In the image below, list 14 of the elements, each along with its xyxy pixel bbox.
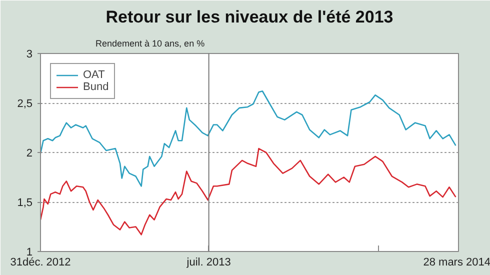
line-series — [40, 90, 456, 187]
x-tick-label: 31déc. 2012 — [10, 256, 71, 268]
y-tick-label: 1,5 — [17, 197, 33, 209]
y-tick-label: 1 — [26, 246, 33, 258]
y-tick-label: 2,5 — [17, 98, 33, 110]
line-series — [40, 148, 456, 236]
legend-label: OAT — [83, 69, 105, 81]
y-tick-label: 2 — [26, 148, 33, 160]
x-tick-label: 28 mars 2014 — [423, 256, 490, 268]
y-axis-title: Rendement à 10 ans, en % — [96, 38, 205, 48]
legend-label: Bund — [83, 81, 109, 93]
y-tick-label: 3 — [26, 48, 33, 60]
x-tick-label: juil. 2013 — [186, 256, 231, 268]
chart-title: Retour sur les niveaux de l'été 2013 — [106, 8, 394, 26]
